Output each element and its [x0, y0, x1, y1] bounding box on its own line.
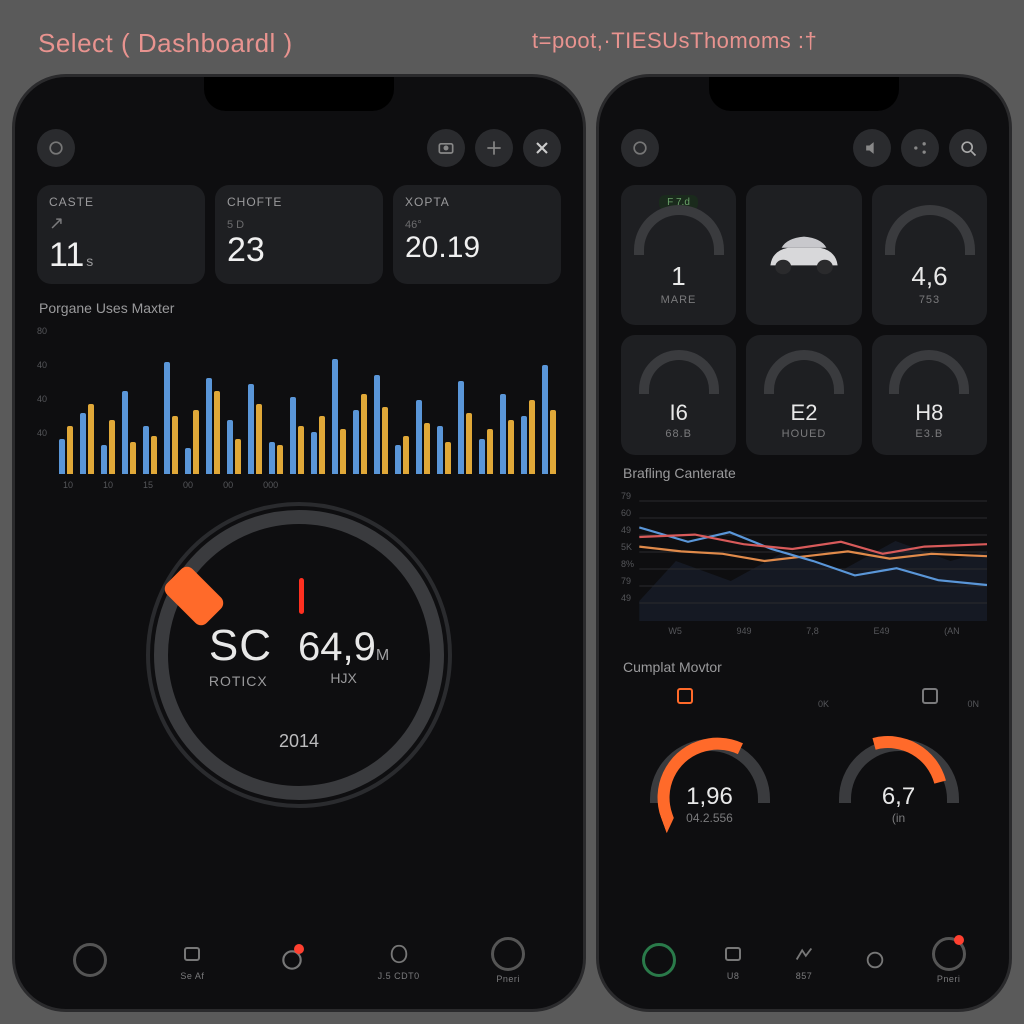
settings-icon[interactable] [475, 129, 513, 167]
header-right: t=poot,·TIESUsThomoms :† [512, 28, 1024, 59]
gauge-arc-icon [889, 350, 969, 394]
gauge-arc-icon [639, 350, 719, 394]
mini-2[interactable]: 0K 0N 6,7 (in [810, 685, 987, 825]
notification-dot [954, 935, 964, 945]
tile-car[interactable] [746, 185, 862, 325]
tile-m2[interactable]: E2 HOUED [746, 335, 861, 455]
usage-barchart: 80404040 [37, 326, 561, 474]
notch [204, 77, 394, 111]
tile-m3[interactable]: H8 E3.B [872, 335, 987, 455]
sound-icon[interactable] [853, 129, 891, 167]
main-gauge: SC ROTICX 64,9M HJX 2014 [37, 500, 561, 810]
nav-5[interactable]: Pneri [491, 937, 525, 984]
card-caste[interactable]: CASTE ↗ 11s [37, 185, 205, 284]
car-icon [754, 227, 854, 283]
navbar-right: U8 857 Pneri [621, 929, 987, 991]
line-section-title: Brafling Canterate [623, 465, 987, 481]
tile-3[interactable]: 4,6 753 [872, 185, 987, 325]
nav-r3[interactable]: 857 [790, 940, 818, 981]
mini-section-title: Cumplat Movtor [623, 659, 987, 675]
gauge-knob[interactable] [161, 563, 226, 628]
mini-1[interactable]: 1,96 04.2.556 [621, 685, 798, 825]
nav-icon [719, 940, 747, 968]
nav-ring-icon [73, 943, 107, 977]
nav-icon [861, 946, 889, 974]
close-icon[interactable] [523, 129, 561, 167]
share-icon[interactable] [901, 129, 939, 167]
notch [709, 77, 899, 111]
tiles-top: F 7.d 1 MARE 4,6 753 [621, 185, 987, 325]
tile-m1[interactable]: I6 68.B [621, 335, 736, 455]
braking-linechart: 7960495K8%7949 W59497,8E49(AN [621, 491, 987, 649]
menu-icon[interactable] [621, 129, 659, 167]
nav-3[interactable] [278, 946, 306, 974]
bar-section-title: Porgane Uses Maxter [39, 300, 561, 316]
compass-icon: ↗ [49, 213, 193, 234]
card-chofte[interactable]: CHOFTE 5 D 23 [215, 185, 383, 284]
nav-r1[interactable] [642, 943, 676, 977]
barchart-xlabels: 1010150000000 [37, 480, 561, 490]
nav-r4[interactable] [861, 946, 889, 974]
phone-left: CASTE ↗ 11s CHOFTE 5 D 23 XOPTA 46° 20.1… [12, 74, 586, 1012]
card-xopta[interactable]: XOPTA 46° 20.19 [393, 185, 561, 284]
search-icon[interactable] [949, 129, 987, 167]
mini-gauges: 1,96 04.2.556 0K 0N 6,7 (in [621, 685, 987, 825]
nav-2[interactable]: Se Af [178, 940, 206, 981]
menu-icon[interactable] [37, 129, 75, 167]
nav-ring-icon [642, 943, 676, 977]
gauge-arc-icon [764, 350, 844, 394]
gauge-arc-icon [634, 205, 724, 255]
nav-icon [385, 940, 413, 968]
nav-icon [790, 940, 818, 968]
header-left: Select ( Dashboardl ) [0, 28, 512, 59]
gauge-needle [299, 578, 304, 614]
gauge-arc-icon [885, 205, 975, 255]
stat-cards: CASTE ↗ 11s CHOFTE 5 D 23 XOPTA 46° 20.1… [37, 185, 561, 284]
nav-r2[interactable]: U8 [719, 940, 747, 981]
gauge-arc-icon [650, 739, 770, 803]
camera-icon[interactable] [427, 129, 465, 167]
nav-4[interactable]: J.5 CDT0 [378, 940, 420, 981]
marker-icon [919, 685, 941, 707]
marker-icon [674, 685, 696, 707]
nav-icon [178, 940, 206, 968]
phone-right: F 7.d 1 MARE 4,6 753 [596, 74, 1012, 1012]
nav-ring-icon [491, 937, 525, 971]
notification-dot [294, 944, 304, 954]
nav-r5[interactable]: Pneri [932, 937, 966, 984]
tile-1[interactable]: F 7.d 1 MARE [621, 185, 736, 325]
tiles-mid: I6 68.B E2 HOUED H8 E3.B [621, 335, 987, 455]
navbar-left: Se Af J.5 CDT0 Pneri [37, 929, 561, 991]
nav-1[interactable] [73, 943, 107, 977]
gauge-arc-icon [839, 739, 959, 803]
